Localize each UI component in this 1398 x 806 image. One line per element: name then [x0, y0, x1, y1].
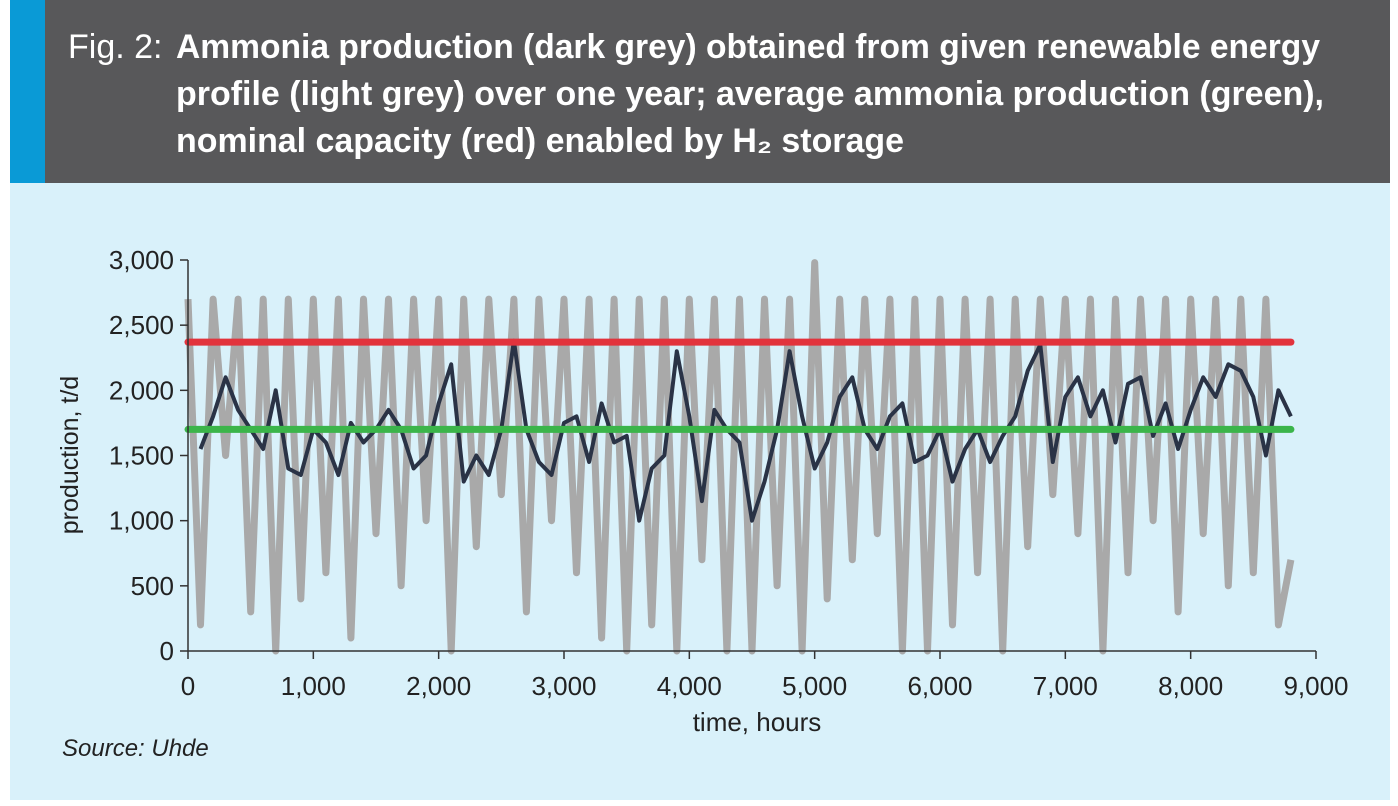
x-tick-label: 0	[181, 671, 195, 701]
series-line	[184, 259, 1295, 655]
y-axis-label: production, t/d	[56, 376, 84, 534]
y-tick-label: 0	[160, 636, 174, 666]
x-tick-label: 7,000	[1033, 671, 1098, 701]
chart-title: Ammonia production (dark grey) obtained …	[176, 28, 1320, 66]
source-note: Source: Uhde	[62, 735, 209, 762]
y-tick-label: 1,000	[109, 506, 174, 536]
x-tick-label: 2,000	[406, 671, 471, 701]
y-tick-label: 2,000	[109, 375, 174, 405]
figure-label: Fig. 2:	[68, 28, 162, 66]
y-tick-label: 2,500	[109, 310, 174, 340]
y-tick-label: 1,500	[109, 441, 174, 471]
x-tick-label: 4,000	[657, 671, 722, 701]
x-tick-label: 5,000	[782, 671, 847, 701]
y-tick-label: 3,000	[109, 245, 174, 275]
header-accent	[10, 0, 45, 183]
x-tick-label: 9,000	[1283, 671, 1348, 701]
x-tick-label: 6,000	[907, 671, 972, 701]
header	[10, 0, 1390, 183]
x-axis-label: time, hours	[693, 707, 822, 737]
x-tick-label: 3,000	[531, 671, 596, 701]
chart-title: profile (light grey) over one year; aver…	[176, 75, 1324, 113]
chart-title: nominal capacity (red) enabled by H₂ sto…	[176, 122, 904, 160]
series-line	[198, 338, 1293, 523]
y-tick-label: 500	[131, 571, 174, 601]
x-tick-label: 8,000	[1158, 671, 1223, 701]
x-tick-label: 1,000	[281, 671, 346, 701]
